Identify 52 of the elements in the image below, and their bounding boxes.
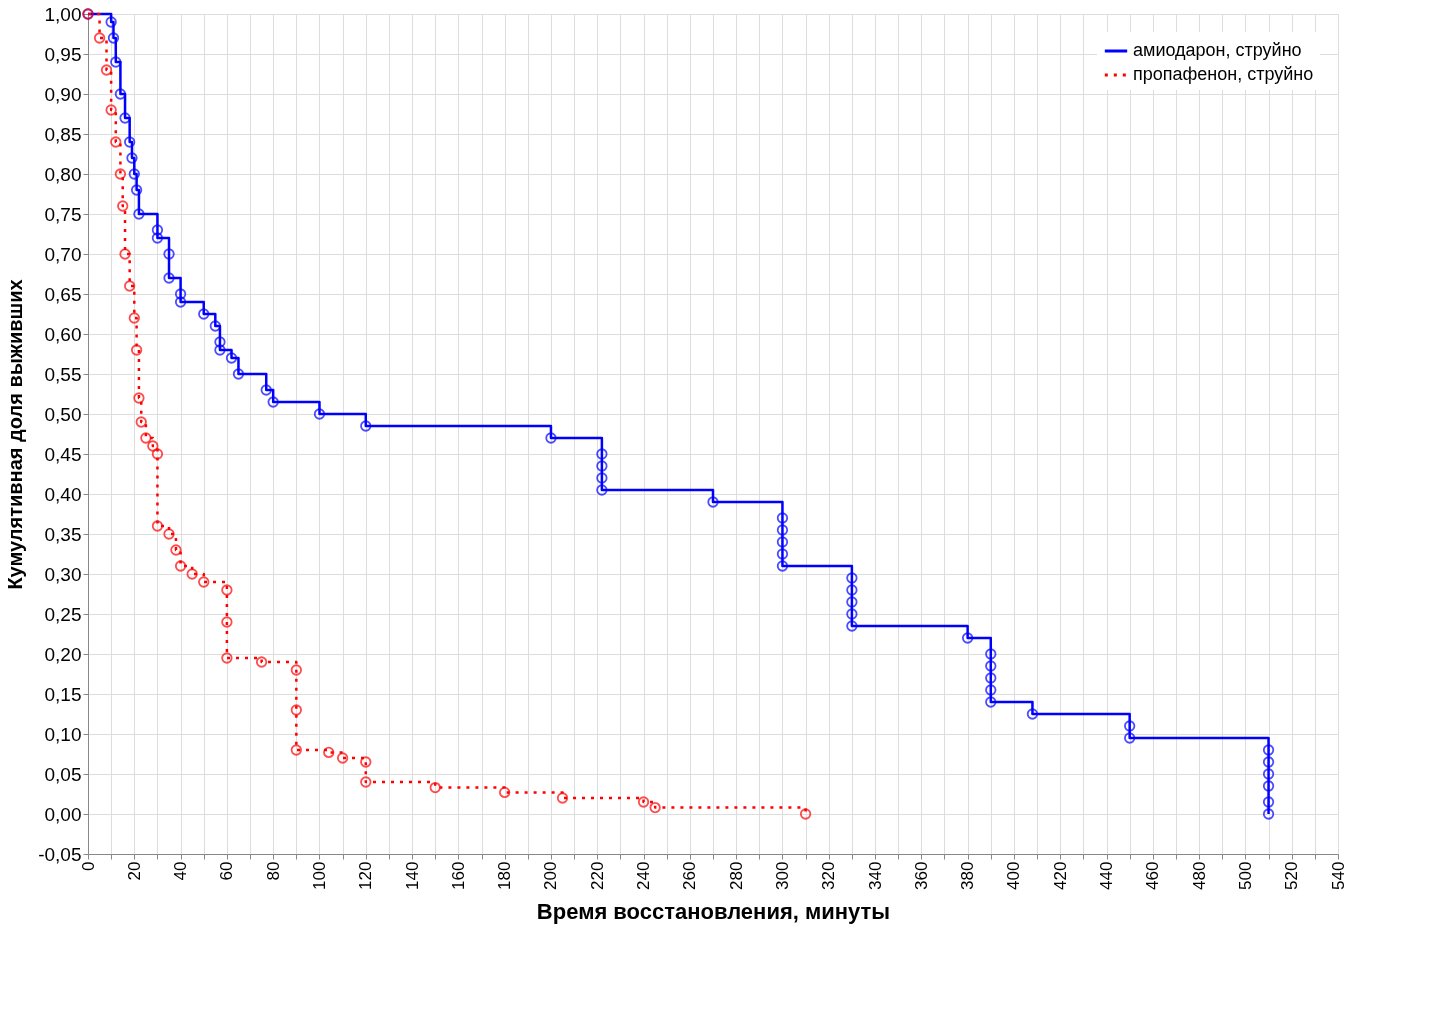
y-tick-label: 0,30: [44, 563, 82, 585]
y-tick-label: 0,70: [44, 243, 82, 265]
x-tick-label: 280: [726, 861, 746, 890]
x-tick-label: 40: [171, 861, 191, 881]
y-tick-label: 0,75: [44, 203, 82, 225]
x-tick-label: 360: [911, 861, 931, 890]
x-tick-label: 400: [1004, 861, 1024, 890]
x-tick-label: 440: [1097, 861, 1117, 890]
y-tick-label: 0,85: [44, 123, 82, 145]
x-tick-label: 300: [772, 861, 792, 890]
y-axis-title: Кумулятивная доля выживших: [4, 279, 27, 590]
x-tick-label: 160: [448, 861, 468, 890]
y-tick-label: 1,00: [44, 3, 82, 25]
x-tick-label: 320: [819, 861, 839, 890]
legend-label: амиодарон, струйно: [1133, 40, 1302, 60]
x-tick-label: 520: [1282, 861, 1302, 890]
y-tick-label: 0,65: [44, 283, 82, 305]
x-tick-label: 80: [263, 861, 283, 881]
x-tick-label: 420: [1050, 861, 1070, 890]
y-tick-label: 0,55: [44, 363, 82, 385]
y-tick-label: 0,90: [44, 83, 82, 105]
x-tick-label: 120: [356, 861, 376, 890]
x-tick-label: 140: [402, 861, 422, 890]
x-tick-label: 60: [217, 861, 237, 881]
x-tick-label: 540: [1328, 861, 1348, 890]
y-tick-label: 0,95: [44, 43, 82, 65]
x-tick-label: 340: [865, 861, 885, 890]
y-tick-label: 0,60: [44, 323, 82, 345]
x-tick-label: 100: [309, 861, 329, 890]
x-axis-title: Время восстановления, минуты: [536, 898, 891, 924]
y-tick-label: 0,10: [44, 723, 82, 745]
y-tick-label: 0,00: [44, 803, 82, 825]
y-tick-label: 0,35: [44, 523, 82, 545]
y-tick-label: 0,80: [44, 163, 82, 185]
x-tick-label: 220: [587, 861, 607, 890]
x-tick-label: 20: [124, 861, 144, 881]
x-tick-label: 180: [495, 861, 515, 890]
y-tick-label: 0,05: [44, 763, 82, 785]
x-tick-label: 240: [634, 861, 654, 890]
y-tick-label: 0,15: [44, 683, 82, 705]
y-tick-label: 0,45: [44, 443, 82, 465]
x-tick-label: 380: [958, 861, 978, 890]
x-tick-label: 460: [1143, 861, 1163, 890]
x-tick-label: 200: [541, 861, 561, 890]
y-tick-label: 0,50: [44, 403, 82, 425]
x-tick-label: 260: [680, 861, 700, 890]
legend-label: пропафенон, струйно: [1133, 64, 1314, 84]
x-tick-label: 480: [1189, 861, 1209, 890]
y-tick-label: 0,40: [44, 483, 82, 505]
x-tick-label: 500: [1235, 861, 1255, 890]
y-tick-label: 0,25: [44, 603, 82, 625]
y-tick-label: 0,20: [44, 643, 82, 665]
